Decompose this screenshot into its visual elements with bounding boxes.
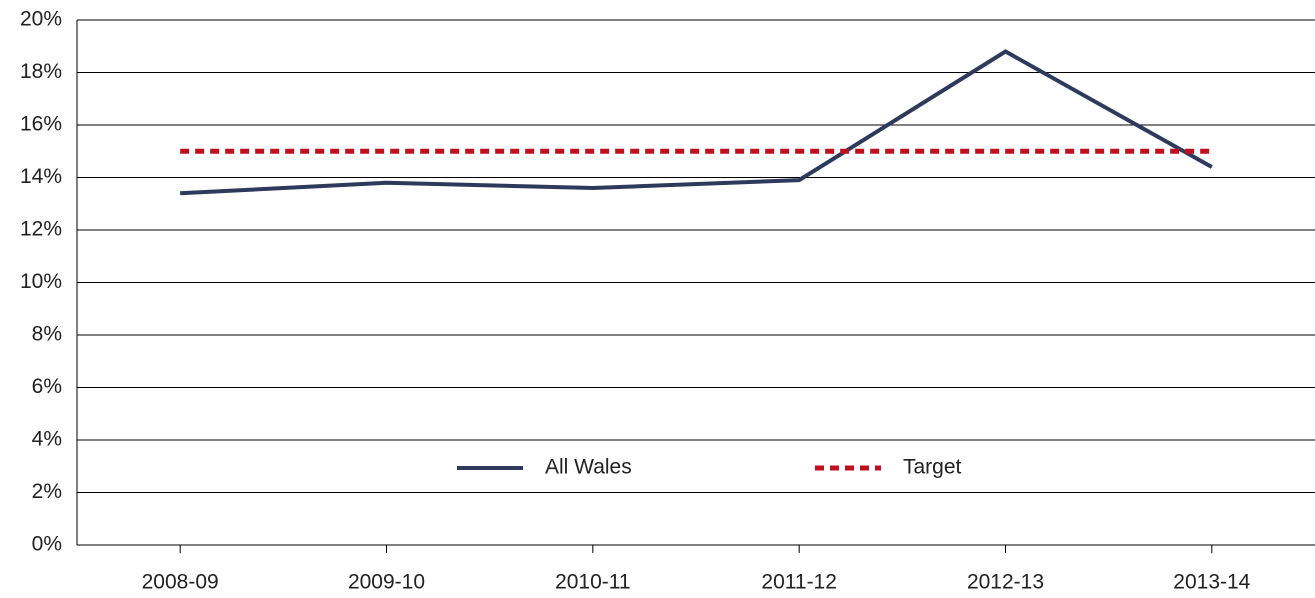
legend-label: All Wales [545,456,632,479]
y-tick-label: 10% [20,270,62,293]
x-tick-label: 2013-14 [1173,571,1250,594]
x-tick-label: 2012-13 [967,571,1044,594]
y-tick-label: 0% [32,533,62,556]
x-tick-label: 2009-10 [348,571,425,594]
y-tick-label: 2% [32,480,62,503]
y-tick-label: 8% [32,323,62,346]
y-tick-label: 18% [20,60,62,83]
line-series [180,49,1213,196]
x-tick-label: 2008-09 [142,571,219,594]
y-tick-label: 4% [32,428,62,451]
x-tick-label: 2010-11 [555,571,631,594]
x-tick-label: 2011-12 [761,571,837,594]
y-tick-label: 20% [20,8,62,31]
y-tick-label: 14% [20,165,62,188]
y-tick-label: 6% [32,375,62,398]
y-tick-label: 16% [20,113,62,136]
legend-label: Target [903,456,962,479]
y-tick-label: 12% [20,218,62,241]
